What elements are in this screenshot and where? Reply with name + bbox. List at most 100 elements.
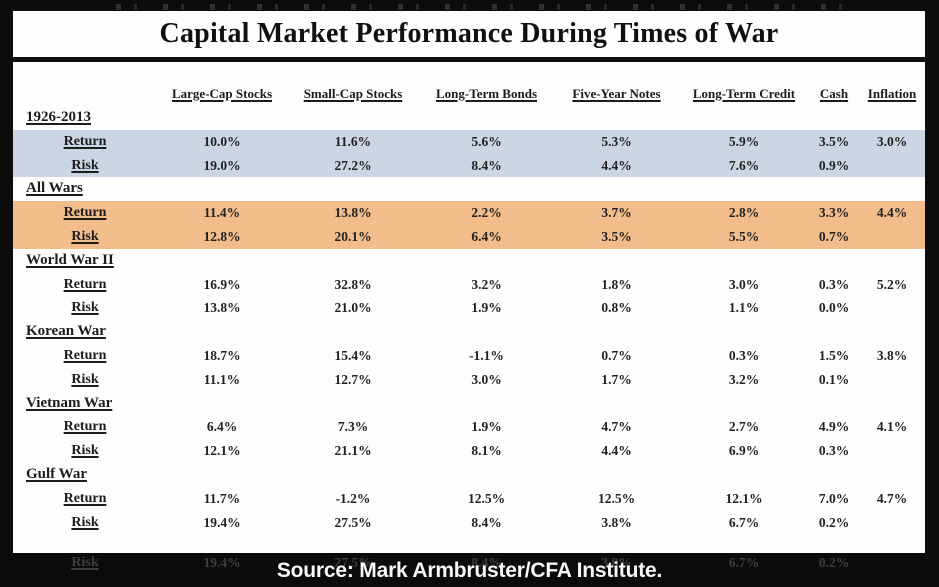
value-cell: 16.9%: [203, 276, 241, 292]
column-header: Inflation: [867, 86, 917, 101]
value-cell: 12.5%: [597, 490, 636, 506]
ghost-value-cell: 6.7%: [728, 555, 760, 570]
value-cell: 19.4%: [203, 514, 241, 530]
ghost-value-cell: 3.8%: [601, 555, 632, 570]
value-cell: 1.5%: [818, 347, 850, 363]
value-cell: 0.3%: [818, 276, 850, 292]
value-cell: 6.4%: [471, 228, 502, 244]
row-label: Return: [63, 276, 107, 292]
value-cell: 12.5%: [467, 490, 506, 506]
column-header: Large-Cap Stocks: [171, 86, 273, 101]
ghost-value-cell: 19.4%: [203, 555, 241, 570]
return-row: Return 16.9% 32.8% 3.2% 1.8% 3.0% 0.3% 5.2%: [13, 273, 925, 297]
risk-row: Risk 12.8% 20.1% 6.4% 3.5% 5.5% 0.7%: [13, 224, 925, 249]
value-cell: 4.4%: [601, 157, 632, 173]
value-cell: 6.4%: [206, 419, 238, 435]
value-cell: 18.7%: [203, 347, 241, 363]
value-cell: 4.4%: [601, 443, 632, 459]
row-label: Return: [63, 347, 107, 363]
value-cell: 1.9%: [471, 419, 502, 435]
row-label: Risk: [71, 228, 99, 244]
section-label: Vietnam War: [26, 394, 113, 411]
value-cell: 8.4%: [471, 514, 502, 530]
value-cell: 12.8%: [203, 228, 241, 244]
value-cell: 8.4%: [471, 157, 502, 173]
value-cell: 0.3%: [818, 443, 850, 459]
value-cell: 3.0%: [471, 371, 502, 387]
value-cell: 0.7%: [601, 347, 632, 363]
value-cell: 3.5%: [818, 133, 850, 149]
section-label: Gulf War: [26, 465, 87, 482]
performance-table: Large-Cap Stocks Small-Cap Stocks Long-Ter…: [13, 62, 925, 553]
value-cell: 21.1%: [334, 443, 372, 459]
value-cell: 0.0%: [818, 300, 850, 316]
table-body: 1926-2013 Return 10.0% 11.6% 5.6% 5.3% 5.9% 3.5…: [13, 106, 925, 534]
value-cell: 1.8%: [601, 276, 632, 292]
value-cell: 3.8%: [601, 514, 632, 530]
value-cell: 4.7%: [876, 490, 908, 506]
value-cell: 3.7%: [601, 205, 632, 221]
row-label: Risk: [71, 371, 99, 387]
row-label: Risk: [71, 514, 99, 530]
value-cell: 7.3%: [337, 419, 369, 435]
risk-row: Risk 13.8% 21.0% 1.9% 0.8% 1.1% 0.0%: [13, 296, 925, 320]
return-row: Return 11.7% -1.2% 12.5% 12.5% 12.1% 7.0% 4.7%: [13, 487, 925, 511]
section-row: Vietnam War: [13, 392, 925, 416]
value-cell: 13.8%: [334, 205, 372, 221]
value-cell: 0.9%: [818, 157, 850, 173]
return-row: Return 6.4% 7.3% 1.9% 4.7% 2.7% 4.9% 4.1%: [13, 415, 925, 439]
value-cell: 21.0%: [334, 300, 372, 316]
value-cell: 8.1%: [471, 443, 502, 459]
value-cell: -1.2%: [335, 490, 371, 506]
value-cell: 4.7%: [601, 419, 632, 435]
value-cell: 19.0%: [203, 157, 241, 173]
row-label: Risk: [71, 443, 99, 459]
value-cell: 3.5%: [601, 228, 632, 244]
value-cell: 5.2%: [876, 276, 908, 292]
section-row: World War II: [13, 249, 925, 273]
risk-row: Risk 19.4% 27.5% 8.4% 3.8% 6.7% 0.2%: [13, 511, 925, 535]
value-cell: 0.1%: [818, 371, 850, 387]
value-cell: 2.7%: [728, 419, 760, 435]
value-cell: -1.1%: [469, 347, 504, 363]
source-caption: Source: Mark Armbruster/CFA Institute.: [276, 559, 663, 582]
value-cell: 0.8%: [601, 300, 632, 316]
value-cell: 11.4%: [203, 205, 241, 221]
value-cell: 1.1%: [728, 300, 760, 316]
ghost-value-cell: 8.4%: [471, 555, 502, 570]
row-label: Return: [63, 205, 107, 221]
risk-row: Risk 19.0% 27.2% 8.4% 4.4% 7.6% 0.9%: [13, 153, 925, 178]
section-row: Korean War: [13, 320, 925, 344]
value-cell: 4.4%: [876, 205, 908, 221]
column-header: Five-Year Notes: [572, 86, 661, 101]
value-cell: 3.0%: [728, 276, 760, 292]
value-cell: 32.8%: [334, 276, 372, 292]
value-cell: 2.2%: [471, 205, 502, 221]
value-cell: 27.5%: [334, 514, 372, 530]
return-row: Return 10.0% 11.6% 5.6% 5.3% 5.9% 3.5% 3.0%: [13, 129, 925, 154]
row-label: Return: [63, 490, 107, 506]
row-label: Risk: [71, 300, 99, 316]
section-label: 1926-2013: [26, 109, 91, 125]
value-cell: 2.8%: [728, 205, 760, 221]
column-header: Cash: [819, 86, 849, 101]
value-cell: 5.5%: [728, 228, 760, 244]
value-cell: 10.0%: [203, 133, 241, 149]
risk-row: Risk 12.1% 21.1% 8.1% 4.4% 6.9% 0.3%: [13, 439, 925, 463]
section-label: World War II: [26, 251, 114, 268]
table-header-row: Large-Cap Stocks Small-Cap Stocks Long-Ter…: [13, 62, 925, 106]
return-row: Return 11.4% 13.8% 2.2% 3.7% 2.8% 3.3% 4.4%: [13, 201, 925, 225]
column-header: Long-Term Credit: [692, 86, 796, 101]
value-cell: 1.7%: [601, 371, 632, 387]
value-cell: 4.9%: [818, 419, 850, 435]
value-cell: 3.0%: [876, 133, 908, 149]
caption-bar: Risk 19.4% 27.5% 8.4% 3.8% 6.7% 0.2% Source: M…: [0, 553, 939, 587]
ghost-row-label: Risk: [71, 555, 99, 570]
value-cell: 6.7%: [728, 514, 760, 530]
column-header: Small-Cap Stocks: [303, 86, 403, 101]
column-header: Long-Term Bonds: [435, 86, 538, 101]
section-label: Korean War: [26, 323, 106, 340]
value-cell: 0.3%: [728, 347, 760, 363]
value-cell: 5.6%: [471, 133, 502, 149]
